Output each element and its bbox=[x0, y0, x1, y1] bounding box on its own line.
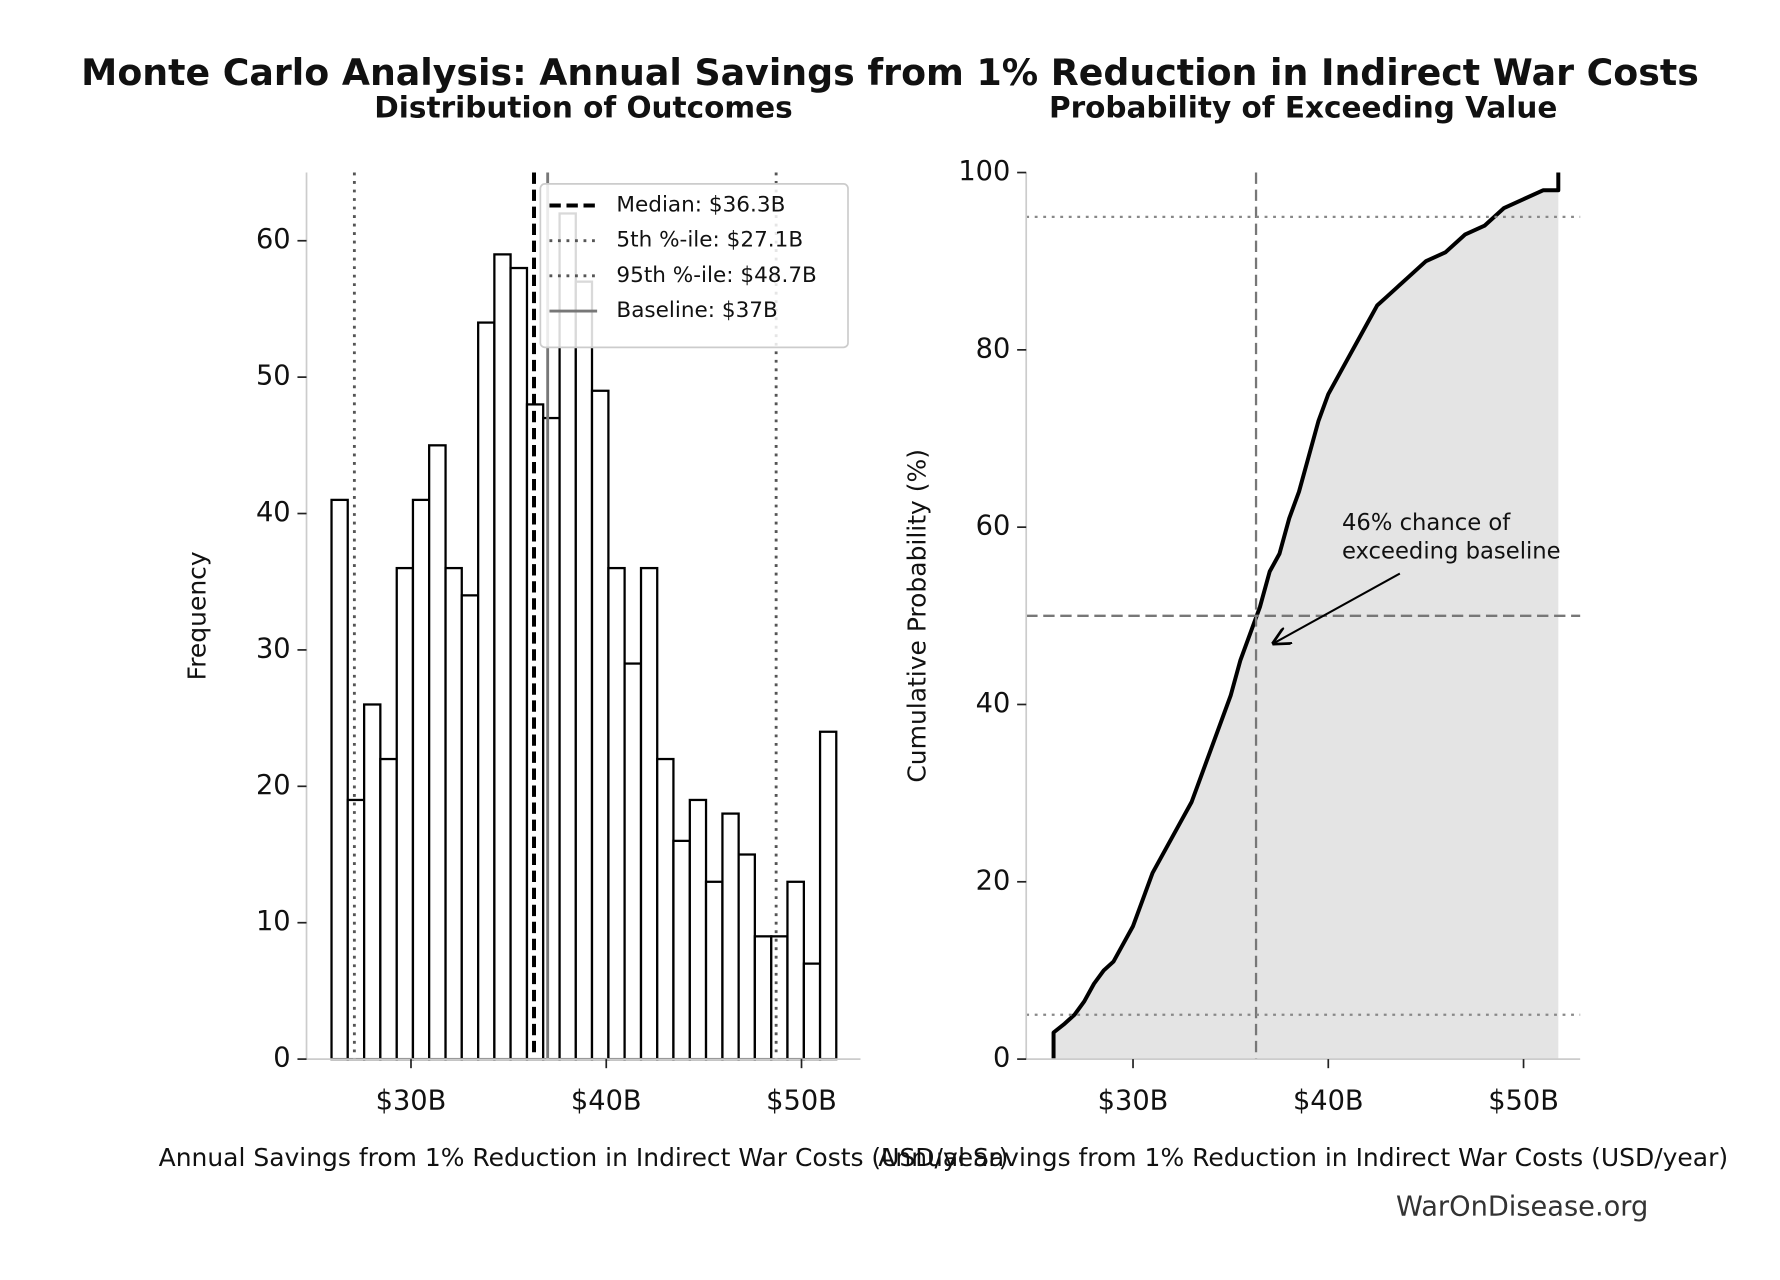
watermark: WarOnDisease.org bbox=[1396, 1191, 1648, 1222]
y-tick-label: 60 bbox=[256, 224, 291, 255]
y-tick-label: 80 bbox=[976, 333, 1011, 364]
histogram-bar bbox=[590, 389, 610, 1061]
legend-box bbox=[539, 183, 849, 349]
histogram-bar bbox=[542, 416, 561, 1061]
legend-label: Baseline: $37B bbox=[616, 298, 777, 323]
figure-title: Monte Carlo Analysis: Annual Savings fro… bbox=[81, 51, 1699, 94]
histogram-bar bbox=[411, 498, 431, 1061]
y-tick-label: 50 bbox=[256, 361, 291, 392]
legend-label: 5th %-ile: $27.1B bbox=[616, 228, 803, 253]
histogram-bar bbox=[493, 253, 512, 1061]
histogram-bar bbox=[818, 730, 838, 1061]
legend-label: Median: $36.3B bbox=[616, 192, 785, 217]
histogram-bar bbox=[607, 566, 626, 1061]
histogram-bar bbox=[574, 280, 594, 1061]
histogram-bar bbox=[623, 662, 643, 1061]
x-tick-label: $40B bbox=[571, 1086, 642, 1117]
histogram-bar bbox=[395, 566, 415, 1061]
histogram-bar bbox=[770, 935, 789, 1061]
y-tick-label: 40 bbox=[256, 497, 291, 528]
histogram-bar bbox=[688, 798, 708, 1061]
y-tick-label: 100 bbox=[958, 156, 1010, 187]
histogram-bar bbox=[509, 266, 529, 1061]
x-tick-label: $30B bbox=[1098, 1086, 1169, 1117]
histogram-bar bbox=[362, 703, 382, 1061]
x-axis-label: Annual Savings from 1% Reduction in Indi… bbox=[159, 1143, 1009, 1172]
y-tick-label: 20 bbox=[256, 770, 291, 801]
histogram-bar bbox=[379, 757, 398, 1061]
y-tick-label: 10 bbox=[256, 906, 291, 937]
x-tick-label: $50B bbox=[1488, 1086, 1559, 1117]
histogram-bar bbox=[802, 962, 822, 1061]
histogram-bar bbox=[639, 566, 659, 1061]
histogram-bar bbox=[737, 853, 756, 1061]
histogram-bar bbox=[444, 566, 463, 1061]
histogram-bar bbox=[786, 880, 805, 1061]
histogram-bar bbox=[428, 444, 447, 1061]
histogram-bar bbox=[672, 839, 691, 1061]
annotation-text: exceeding baseline bbox=[1342, 538, 1561, 564]
annotation-arrow bbox=[1274, 572, 1401, 644]
histogram-bar bbox=[330, 498, 349, 1061]
histogram-bar bbox=[460, 594, 480, 1061]
y-tick-label: 20 bbox=[976, 865, 1011, 896]
y-tick-label: 30 bbox=[256, 633, 291, 664]
histogram-bar bbox=[346, 798, 366, 1061]
histogram-bar bbox=[656, 757, 675, 1061]
y-tick-label: 0 bbox=[273, 1043, 290, 1074]
y-axis-label: Cumulative Probability (%) bbox=[902, 449, 931, 783]
histogram-bar bbox=[753, 935, 773, 1061]
x-tick-label: $50B bbox=[766, 1086, 837, 1117]
y-axis-label: Frequency bbox=[183, 551, 212, 680]
subplot-title: Probability of Exceeding Value bbox=[1049, 90, 1557, 124]
histogram-bar bbox=[477, 321, 496, 1061]
subplot-title: Distribution of Outcomes bbox=[374, 90, 792, 124]
x-axis-label: Annual Savings from 1% Reduction in Indi… bbox=[878, 1143, 1728, 1172]
cdf-line bbox=[1051, 172, 1561, 1060]
histogram-bar bbox=[721, 812, 740, 1061]
y-tick-label: 40 bbox=[976, 688, 1011, 719]
x-tick-label: $40B bbox=[1293, 1086, 1364, 1117]
annotation-text: 46% chance of bbox=[1342, 510, 1511, 536]
histogram-bar bbox=[704, 880, 724, 1061]
legend-label: 95th %-ile: $48.7B bbox=[616, 263, 816, 288]
y-tick-label: 0 bbox=[993, 1043, 1010, 1074]
x-tick-label: $30B bbox=[376, 1086, 447, 1117]
y-tick-label: 60 bbox=[976, 511, 1011, 542]
